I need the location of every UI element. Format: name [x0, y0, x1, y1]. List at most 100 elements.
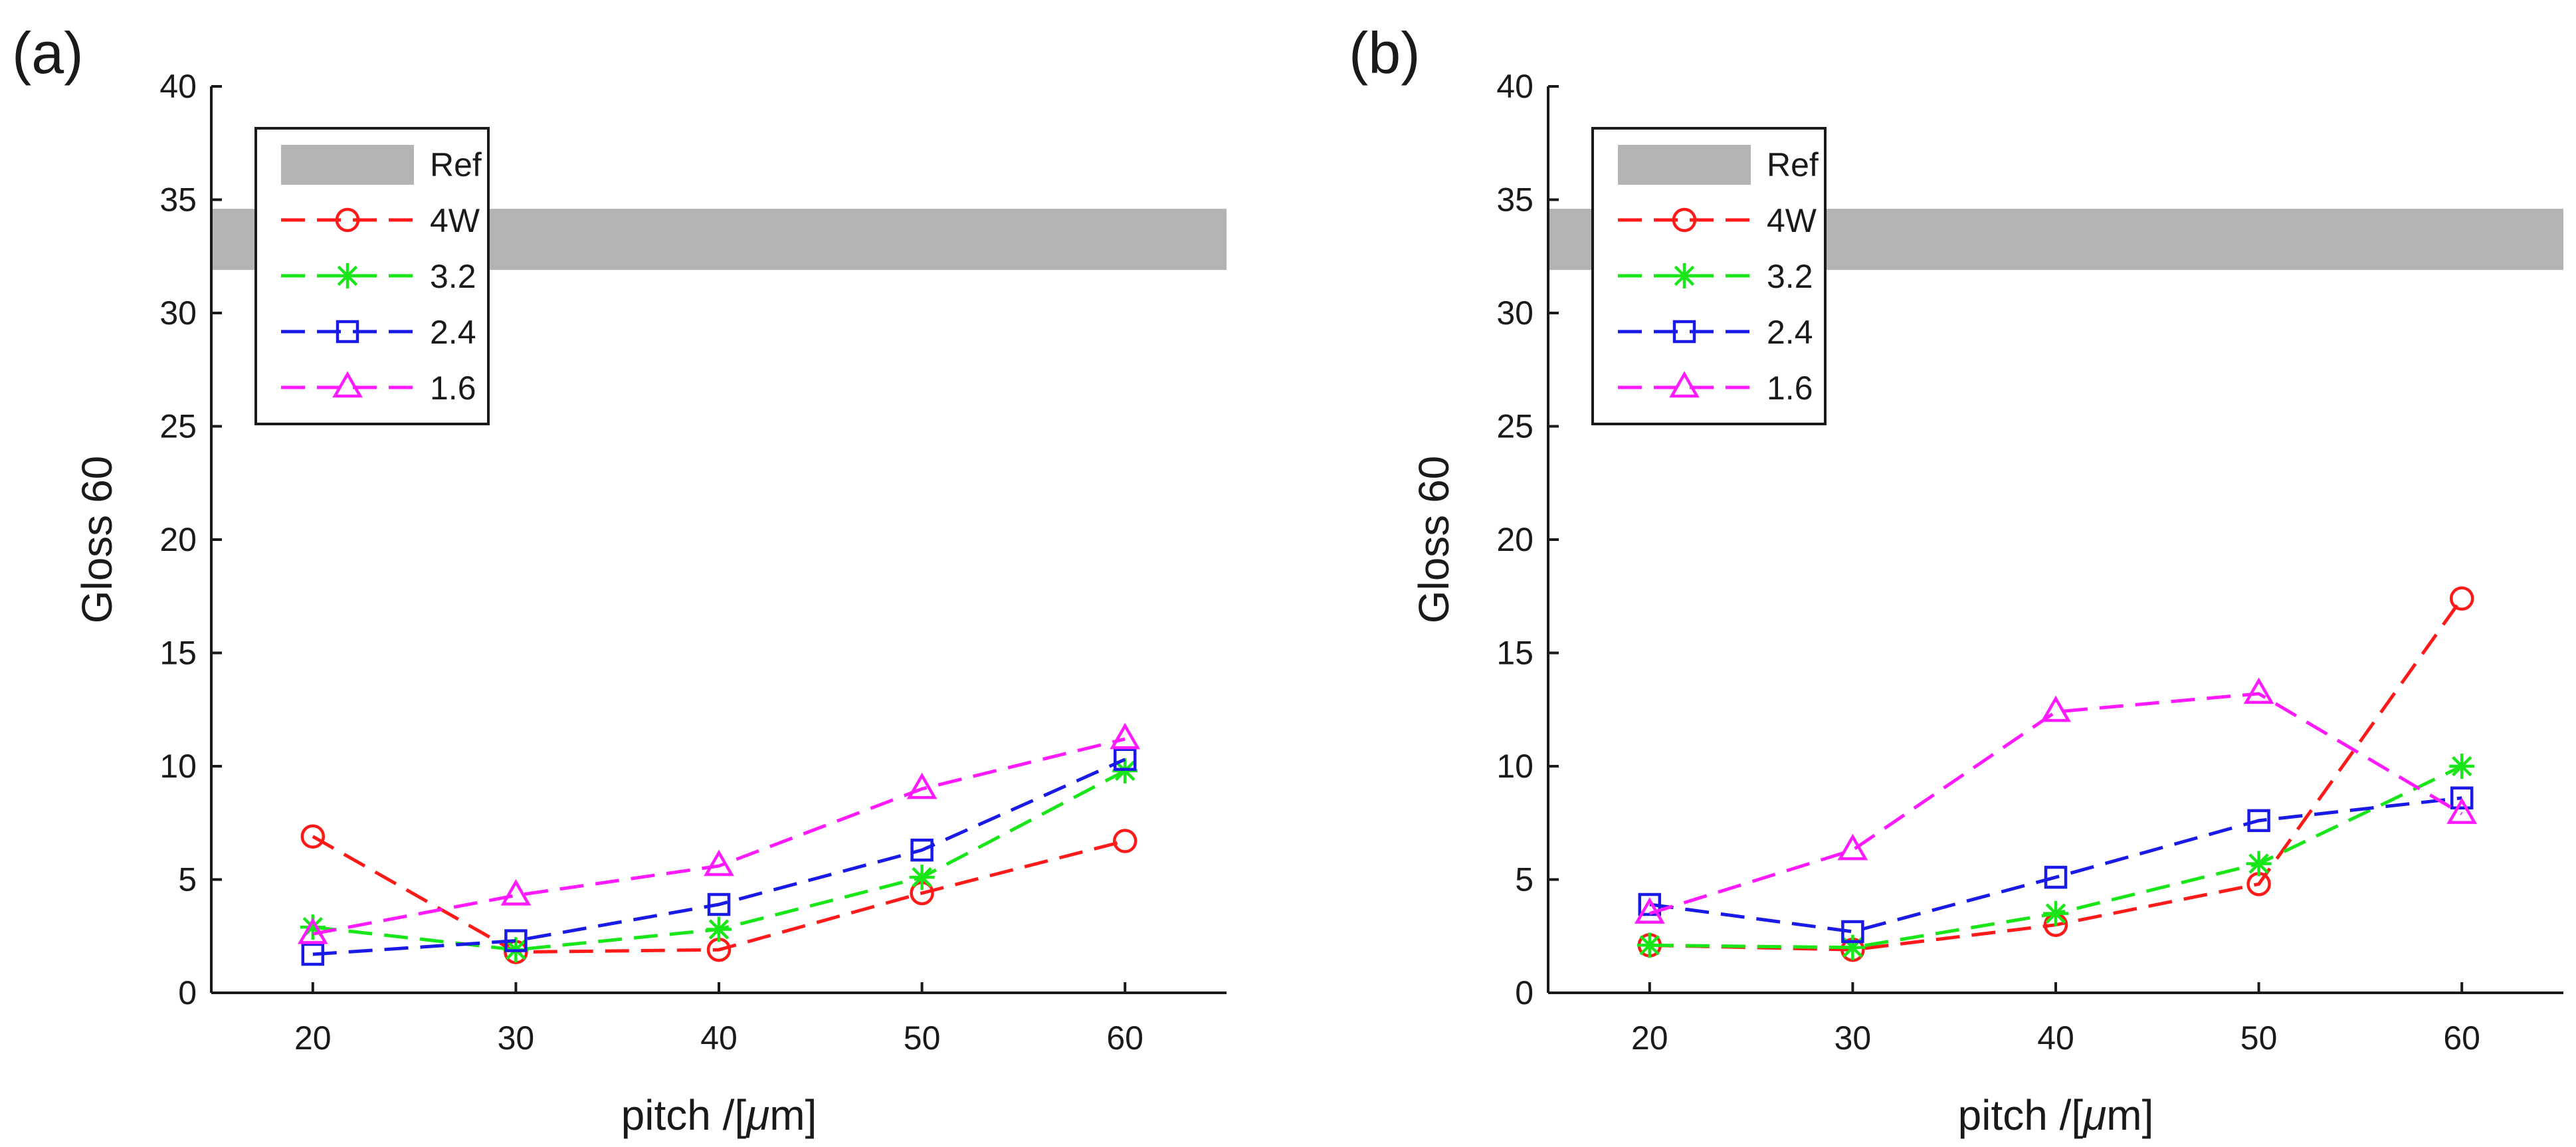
- data-point: [1840, 934, 1866, 960]
- series-1-6: [1634, 677, 2478, 924]
- y-tick-label: 10: [1496, 748, 1534, 785]
- legend-label: 3.2: [1767, 258, 1813, 295]
- x-axis-label-text: pitch /[: [621, 1091, 747, 1139]
- legend-marker: [1672, 320, 1696, 344]
- data-point: [500, 879, 532, 906]
- x-axis-label-mu: μ: [2082, 1091, 2106, 1139]
- y-tick-label: 20: [1496, 521, 1534, 558]
- y-tick-label: 15: [159, 635, 197, 672]
- data-point: [1636, 932, 1662, 958]
- data-point: [1113, 748, 1137, 772]
- data-point: [2450, 786, 2474, 809]
- x-axis-label-text: pitch /[: [1958, 1091, 2084, 1139]
- y-tick-label: 40: [159, 68, 197, 105]
- data-point: [704, 849, 734, 877]
- y-tick-label: 0: [1515, 974, 1534, 1011]
- x-axis-label: pitch /[μm]: [1958, 1091, 2154, 1139]
- x-tick-label: 40: [700, 1019, 738, 1057]
- data-point: [2043, 900, 2068, 926]
- x-tick-label: 60: [1106, 1019, 1143, 1057]
- series-line: [312, 758, 1126, 956]
- y-tick-label: 5: [1515, 861, 1534, 898]
- series-line: [1649, 597, 2464, 952]
- x-tick-label: 20: [294, 1019, 332, 1057]
- data-point: [909, 865, 935, 890]
- legend-marker: [335, 263, 360, 288]
- x-axis-label-unit: m]: [769, 1091, 817, 1139]
- legend: Ref 4W 3.2 2.4 1.6: [254, 127, 490, 425]
- y-axis-label: Gloss 60: [1410, 456, 1458, 624]
- legend-swatch-ref: [1618, 145, 1751, 185]
- data-point: [300, 914, 326, 940]
- legend-label-ref: Ref: [1767, 146, 1819, 183]
- data-point: [2044, 865, 2068, 889]
- x-axis-label: pitch /[μm]: [621, 1091, 817, 1139]
- series-1-6: [297, 722, 1141, 944]
- legend-label: 3.2: [430, 258, 476, 295]
- x-tick-label: 30: [1834, 1019, 1872, 1057]
- data-point: [2449, 754, 2475, 779]
- series-line: [312, 737, 1126, 936]
- data-point: [906, 772, 938, 799]
- y-tick-label: 30: [1496, 294, 1534, 332]
- x-tick-label: 30: [498, 1019, 535, 1057]
- legend-label: 2.4: [1767, 314, 1813, 351]
- data-point: [1841, 920, 1864, 944]
- data-point: [910, 838, 934, 862]
- y-tick-label: 25: [159, 408, 197, 445]
- x-tick-label: 60: [2443, 1019, 2480, 1057]
- panel-label: (a): [12, 20, 84, 86]
- y-tick-label: 35: [159, 181, 197, 219]
- data-point: [2040, 695, 2071, 722]
- data-point: [1112, 829, 1138, 853]
- data-point: [1110, 722, 1141, 750]
- x-tick-label: 20: [1631, 1019, 1668, 1057]
- x-tick-label: 50: [2240, 1019, 2278, 1057]
- legend-label: 1.6: [1767, 369, 1813, 407]
- y-tick-label: 0: [178, 974, 197, 1011]
- legend: Ref 4W 3.2 2.4 1.6: [1591, 127, 1827, 425]
- legend-swatch-ref: [281, 145, 414, 185]
- data-point: [707, 892, 731, 916]
- series-line: [312, 835, 1126, 954]
- legend-label: 4W: [1767, 202, 1817, 239]
- y-tick-label: 25: [1496, 408, 1534, 445]
- legend-label-ref: Ref: [430, 146, 482, 183]
- series-3-2: [300, 758, 1138, 963]
- series-2-4: [1638, 786, 2474, 944]
- legend-marker: [1672, 207, 1697, 233]
- data-point: [297, 917, 328, 944]
- data-point: [504, 929, 528, 952]
- data-point: [2446, 797, 2478, 824]
- legend-label: 1.6: [430, 369, 476, 407]
- x-tick-label: 40: [2037, 1019, 2074, 1057]
- data-point: [301, 942, 325, 966]
- y-tick-label: 15: [1496, 635, 1534, 672]
- y-axis-label: Gloss 60: [73, 456, 121, 624]
- legend-marker: [332, 371, 363, 398]
- y-tick-label: 10: [159, 748, 197, 785]
- data-point: [2449, 586, 2474, 611]
- x-axis-label-unit: m]: [2106, 1091, 2153, 1139]
- legend-marker: [335, 207, 360, 233]
- series-line: [1649, 692, 2463, 916]
- x-axis-label-mu: μ: [745, 1091, 769, 1139]
- data-point: [300, 824, 326, 849]
- series-2-4: [301, 748, 1137, 966]
- data-point: [706, 916, 732, 942]
- data-point: [2243, 677, 2274, 704]
- data-point: [2246, 851, 2272, 877]
- data-point: [2247, 809, 2270, 833]
- data-point: [1634, 897, 1665, 924]
- chart-panel-a: (a) 0 5 10 15 20 25 30 35 40 20 30 40 50 60 Gloss 60 pit…: [12, 20, 1227, 1139]
- y-tick-label: 35: [1496, 181, 1534, 219]
- y-tick-label: 30: [159, 294, 197, 332]
- legend-label: 4W: [430, 202, 480, 239]
- series-line: [1649, 796, 2462, 934]
- y-tick-label: 5: [178, 861, 197, 898]
- legend-marker: [336, 320, 359, 344]
- data-point: [1638, 892, 1662, 916]
- panel-label: (b): [1349, 20, 1421, 86]
- y-tick-label: 40: [1496, 68, 1534, 105]
